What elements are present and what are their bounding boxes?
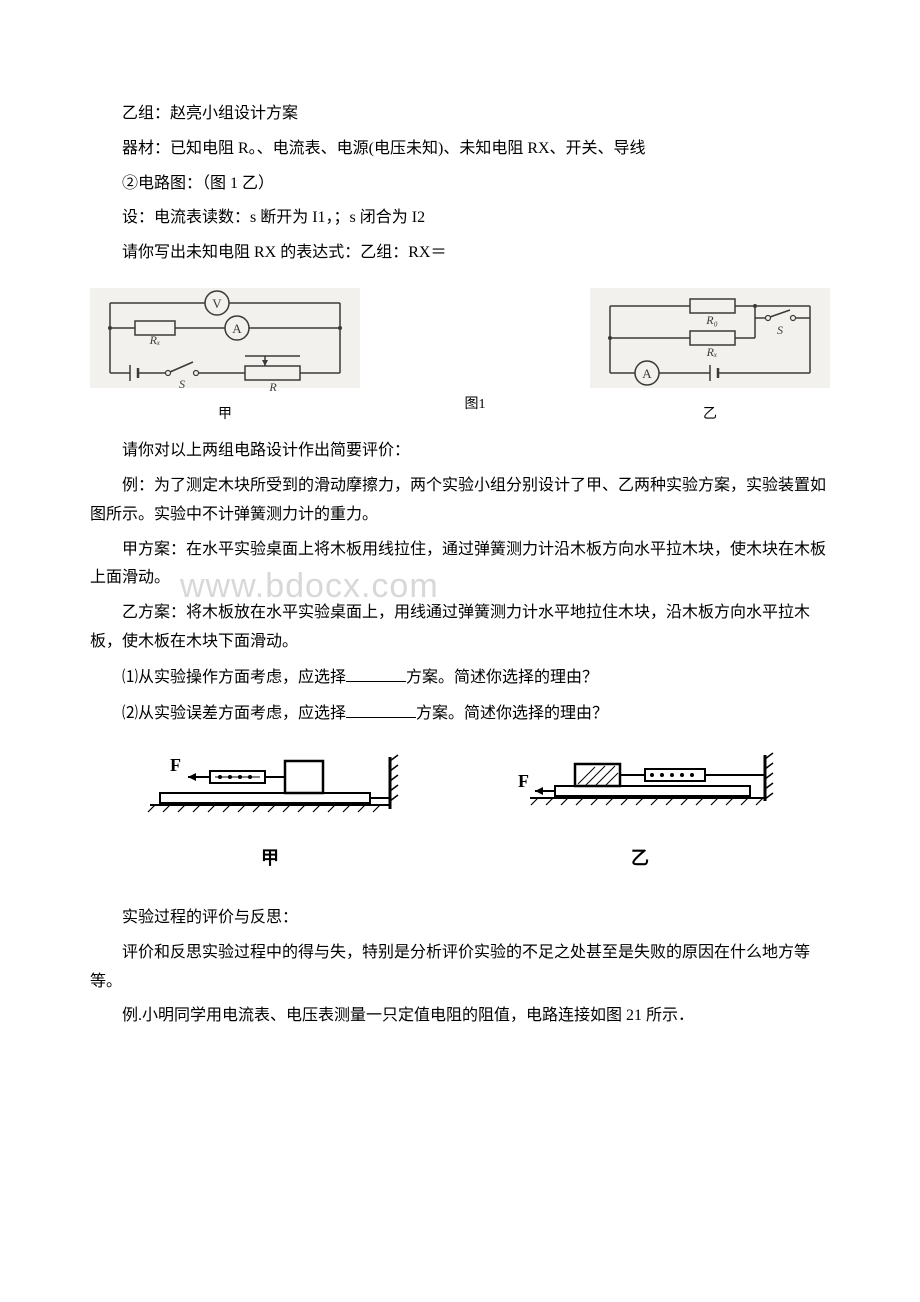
paragraph-group-b: 乙组：赵亮小组设计方案 xyxy=(90,100,830,129)
circuit-left-caption: 甲 xyxy=(90,402,360,427)
svg-text:R₀: R₀ xyxy=(705,313,718,327)
friction-figure-row: F xyxy=(90,749,830,874)
paragraph-reflection-title: 实验过程的评价与反思： xyxy=(90,904,830,933)
circuit-right: R₀ S Rₓ xyxy=(590,288,830,427)
svg-text:A: A xyxy=(642,366,652,381)
paragraph-example-rx: 例.小明同学用电流表、电压表测量一只定值电阻的阻值，电路连接如图 21 所示． xyxy=(90,1002,830,1031)
friction-right-svg: F xyxy=(500,749,780,829)
circuit-right-caption: 乙 xyxy=(590,402,830,427)
svg-text:S: S xyxy=(179,377,185,391)
paragraph-plan-a: 甲方案：在水平实验桌面上将木板用线拉住，通过弹簧测力计沿木板方向水平拉木块，使木… xyxy=(90,536,830,594)
svg-text:A: A xyxy=(232,321,242,336)
q1-suffix: 方案。简述你选择的理由？ xyxy=(406,669,598,686)
friction-right-caption: 乙 xyxy=(500,842,780,874)
circuit-figure-row: V Rₓ A xyxy=(90,288,830,427)
q1-blank xyxy=(346,663,406,682)
svg-text:F: F xyxy=(518,771,529,791)
paragraph-expression: 请你写出未知电阻 RX 的表达式：乙组：RX＝ xyxy=(90,239,830,268)
q1-prefix: ⑴从实验操作方面考虑，应选择 xyxy=(122,669,346,686)
figure-center-label: 图1 xyxy=(465,392,486,417)
svg-text:R: R xyxy=(268,380,277,394)
friction-left-caption: 甲 xyxy=(140,842,400,874)
friction-left: F xyxy=(140,749,400,874)
circuit-right-svg: R₀ S Rₓ xyxy=(590,288,830,398)
svg-text:V: V xyxy=(212,296,222,311)
circuit-left-svg: V Rₓ A xyxy=(90,288,360,398)
paragraph-plan-b: 乙方案：将木板放在水平实验桌面上，用线通过弹簧测力计水平地拉住木块，沿木板方向水… xyxy=(90,599,830,657)
svg-text:F: F xyxy=(170,755,181,775)
question-1: ⑴从实验操作方面考虑，应选择 方案。简述你选择的理由？ xyxy=(90,663,830,693)
q2-blank xyxy=(346,699,416,718)
svg-text:Rₓ: Rₓ xyxy=(706,345,718,359)
circuit-left: V Rₓ A xyxy=(90,288,360,427)
paragraph-circuit-ref: ②电路图：（图 1 乙） xyxy=(90,170,830,199)
question-2: ⑵从实验误差方面考虑，应选择 方案。简述你选择的理由？ xyxy=(90,699,830,729)
svg-text:Rₓ: Rₓ xyxy=(149,333,161,347)
paragraph-example-friction: 例：为了测定木块所受到的滑动摩擦力，两个实验小组分别设计了甲、乙两种实验方案，实… xyxy=(90,472,830,530)
q2-suffix: 方案。简述你选择的理由？ xyxy=(416,705,608,722)
paragraph-equipment: 器材：已知电阻 R。、电流表、电源(电压未知)、未知电阻 RX、开关、导线 xyxy=(90,135,830,164)
friction-right: F xyxy=(500,749,780,874)
svg-text:S: S xyxy=(777,323,783,337)
q2-prefix: ⑵从实验误差方面考虑，应选择 xyxy=(122,705,346,722)
paragraph-evaluate: 请你对以上两组电路设计作出简要评价： xyxy=(90,437,830,466)
paragraph-reflection-body: 评价和反思实验过程中的得与失，特别是分析评价实验的不足之处甚至是失败的原因在什么… xyxy=(90,939,830,997)
paragraph-readings: 设：电流表读数：s 断开为 I1，；s 闭合为 I2 xyxy=(90,204,830,233)
friction-left-svg: F xyxy=(140,749,400,829)
